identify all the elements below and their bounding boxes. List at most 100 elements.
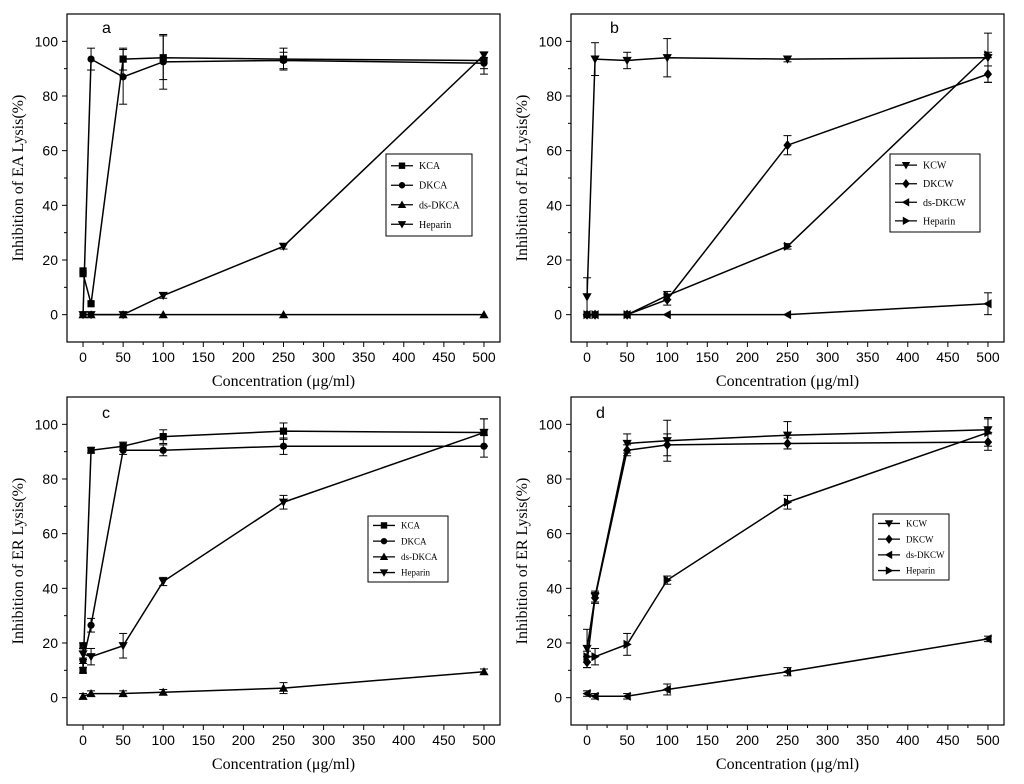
y-tick-label: 60	[42, 143, 58, 159]
x-tick-label: 450	[432, 349, 456, 365]
x-tick-label: 350	[856, 349, 880, 365]
y-tick-label: 0	[50, 690, 58, 706]
data-point	[622, 691, 631, 701]
data-point	[622, 56, 632, 66]
legend-label: KCA	[419, 161, 441, 172]
data-point	[87, 621, 95, 629]
x-tick-label: 150	[192, 732, 216, 748]
data-point	[663, 575, 672, 585]
y-tick-label: 60	[546, 526, 562, 542]
legend-label: KCW	[906, 519, 928, 529]
y-tick-label: 100	[539, 33, 563, 49]
x-tick-label: 500	[976, 732, 1000, 748]
legend-marker	[398, 182, 406, 189]
data-point	[623, 310, 632, 320]
x-axis-title: Concentration (μg/ml)	[212, 756, 355, 773]
data-point	[782, 310, 792, 320]
x-axis-title: Concentration (μg/ml)	[716, 373, 859, 390]
legend-marker	[902, 179, 910, 189]
series-ds-DKCA	[78, 310, 489, 319]
data-point	[782, 667, 792, 677]
y-tick-label: 20	[42, 635, 58, 651]
data-point	[479, 51, 489, 60]
data-point	[663, 439, 672, 450]
x-tick-label: 150	[696, 349, 720, 365]
legend-marker	[380, 537, 388, 545]
data-point	[590, 55, 600, 64]
data-point	[591, 310, 600, 320]
panel-a: 0 50 100 150 200 250 300 350 400 450 500 0 20 40 60 80 1…	[10, 13, 501, 390]
data-point	[623, 445, 632, 456]
legend-label: ds-DKCW	[906, 550, 945, 560]
x-tick-label: 150	[696, 732, 720, 748]
data-point	[479, 428, 489, 438]
legend: KCA DKCA ds-DKCA Heparin	[367, 515, 449, 583]
data-point	[159, 58, 167, 66]
panel-letter: b	[610, 20, 619, 37]
x-tick-label: 250	[776, 349, 800, 365]
data-point	[783, 241, 793, 251]
x-tick-label: 100	[656, 732, 680, 748]
data-point	[582, 688, 591, 699]
legend-marker	[397, 221, 407, 229]
data-point	[591, 652, 600, 662]
y-tick-label: 0	[554, 690, 562, 706]
data-point	[783, 140, 792, 151]
x-tick-label: 0	[79, 732, 87, 748]
data-point	[590, 691, 599, 701]
data-point	[480, 59, 488, 67]
legend-marker	[885, 534, 893, 544]
y-tick-label: 40	[42, 197, 58, 213]
y-tick-label: 80	[42, 471, 58, 487]
panel-b: 0 50 100 150 200 250 300 350 400 450 500 0 20 40 60 80 1…	[514, 13, 1005, 390]
x-tick-label: 200	[736, 732, 760, 748]
data-point	[86, 688, 96, 698]
x-tick-label: 0	[79, 349, 87, 365]
y-tick-label: 0	[50, 307, 58, 323]
y-tick-label: 0	[554, 307, 562, 323]
y-axis-title: Inhibition of ER Lysis(%)	[10, 478, 27, 645]
x-tick-label: 50	[619, 349, 635, 365]
x-tick-label: 50	[115, 349, 131, 365]
y-tick-label: 80	[42, 88, 58, 104]
data-point	[278, 683, 289, 692]
x-tick-label: 0	[583, 732, 591, 748]
y-tick-label: 40	[546, 580, 562, 596]
legend-marker	[901, 161, 911, 170]
data-point	[159, 446, 167, 454]
series-line	[82, 57, 484, 315]
x-tick-label: 350	[856, 732, 880, 748]
x-tick-label: 350	[352, 732, 376, 748]
x-tick-label: 150	[192, 349, 216, 365]
data-point	[158, 687, 168, 696]
y-axis-title: Inhibition of EA Lysis(%)	[10, 95, 27, 262]
data-point	[79, 270, 87, 278]
series-Heparin	[583, 418, 993, 666]
data-point	[278, 242, 289, 251]
x-tick-label: 200	[232, 732, 256, 748]
legend-label: Heparin	[923, 216, 955, 227]
data-point	[158, 577, 168, 587]
data-point	[119, 446, 127, 454]
data-point	[582, 293, 592, 302]
panel-c: 0 50 100 150 200 250 300 350 400 450 500 0 20 40 60 80 1…	[10, 396, 501, 773]
data-point	[119, 73, 127, 81]
legend-marker	[884, 520, 894, 528]
y-tick-label: 60	[546, 143, 562, 159]
legend-marker	[379, 569, 389, 577]
legend-label: ds-DKCA	[401, 552, 438, 562]
legend-marker	[379, 552, 389, 561]
legend-label: KCW	[923, 161, 947, 172]
data-point	[78, 311, 88, 320]
data-point	[983, 69, 993, 80]
y-axis-title: Inhibition of ER Lysis(%)	[514, 478, 531, 645]
legend-marker	[884, 550, 893, 560]
series-DKCW	[582, 433, 993, 669]
data-point	[78, 691, 88, 700]
data-point	[583, 310, 592, 320]
data-point	[983, 634, 992, 644]
x-tick-label: 450	[936, 349, 960, 365]
x-tick-label: 300	[312, 732, 336, 748]
y-tick-label: 40	[42, 580, 58, 596]
